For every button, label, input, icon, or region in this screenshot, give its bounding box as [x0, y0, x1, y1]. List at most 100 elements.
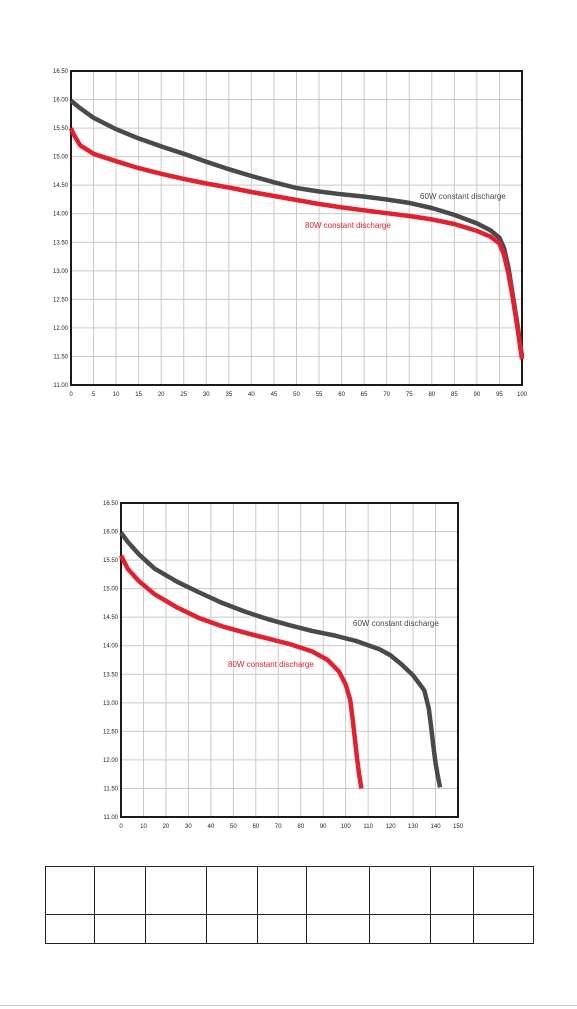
x-tick-label: 55: [316, 392, 323, 398]
y-tick-label: 14.50: [53, 183, 69, 189]
series-label-60w: 60W constant discharge: [420, 192, 506, 201]
y-tick-label: 11.00: [103, 815, 118, 821]
table-cell: [369, 866, 431, 915]
y-tick-label: 15.00: [103, 587, 119, 593]
y-tick-label: 13.50: [53, 240, 69, 246]
x-axis-tick-labels: 0 10 20 30 40 50 60 70 80 90 100 110 120 130 140 150: [119, 824, 463, 830]
x-tick-label: 60: [252, 824, 259, 830]
series-label-60w: 60W constant discharge: [353, 619, 439, 628]
chart-2: 11.00 11.50 12.00 12.50 13.00 13.50 14.00 14.50…: [103, 501, 464, 830]
x-tick-label: 150: [453, 824, 464, 830]
y-tick-label: 13.50: [103, 672, 119, 678]
bottom-divider: [0, 1005, 577, 1006]
x-tick-label: 70: [275, 824, 282, 830]
x-tick-label: 80: [428, 392, 435, 398]
x-axis-tick-labels: 0 5 10 15 20 25 30 35 40 45 50 55 60 65 70 75 80 85 90 95 10…: [69, 392, 527, 398]
x-tick-label: 100: [341, 824, 352, 830]
table-cell: [45, 913, 95, 945]
table-cell: [306, 866, 370, 915]
x-tick-label: 10: [113, 392, 120, 398]
x-tick-label: 95: [496, 392, 503, 398]
table-cell: [257, 913, 307, 945]
x-tick-label: 70: [383, 392, 390, 398]
y-tick-label: 15.50: [103, 558, 119, 564]
x-tick-label: 120: [386, 824, 397, 830]
table-cell: [473, 913, 534, 945]
x-tick-label: 90: [474, 392, 481, 398]
y-tick-label: 13.00: [103, 701, 119, 707]
x-tick-label: 35: [226, 392, 233, 398]
table-cell: [206, 913, 258, 945]
x-tick-label: 100: [517, 392, 528, 398]
y-tick-label: 15.00: [53, 155, 69, 161]
table-cell: [45, 866, 95, 915]
plot-frame: [120, 502, 459, 818]
x-tick-label: 90: [320, 824, 327, 830]
y-tick-label: 14.00: [103, 644, 119, 650]
y-tick-label: 13.00: [53, 269, 69, 275]
x-tick-label: 50: [293, 392, 300, 398]
table-cell: [306, 913, 370, 945]
y-tick-label: 15.50: [53, 126, 69, 132]
x-tick-label: 85: [451, 392, 458, 398]
y-tick-label: 12.00: [53, 326, 69, 332]
y-tick-label: 16.00: [53, 98, 69, 104]
x-tick-label: 80: [297, 824, 304, 830]
chart-1: 11.00 11.50 12.00 12.50 13.00 13.50 14.00 14.50…: [53, 69, 528, 398]
series-label-80w: 80W constant discharge: [228, 660, 314, 669]
x-tick-label: 0: [69, 392, 73, 398]
y-tick-label: 11.50: [53, 354, 68, 360]
x-tick-label: 65: [361, 392, 368, 398]
y-axis-tick-labels: 11.00 11.50 12.00 12.50 13.00 13.50 14.00 14.50…: [53, 69, 69, 389]
table-row: [45, 913, 534, 945]
x-tick-label: 25: [180, 392, 187, 398]
x-tick-label: 30: [203, 392, 210, 398]
y-tick-label: 16.50: [53, 69, 69, 75]
x-tick-label: 40: [248, 392, 255, 398]
y-tick-label: 16.50: [103, 501, 119, 507]
table-cell: [430, 866, 474, 915]
table-cell: [430, 913, 474, 945]
x-tick-label: 20: [163, 824, 170, 830]
series-line-60w: [69, 98, 525, 357]
table-cell: [473, 866, 534, 915]
plot-frame: [70, 70, 523, 386]
table-cell: [94, 913, 146, 945]
table-cell: [145, 866, 207, 915]
y-tick-label: 16.00: [103, 530, 119, 536]
x-tick-label: 140: [431, 824, 442, 830]
x-tick-label: 30: [185, 824, 192, 830]
y-tick-label: 11.00: [53, 383, 68, 389]
x-tick-label: 60: [338, 392, 345, 398]
y-tick-label: 12.00: [103, 758, 119, 764]
series-line-80w: [118, 554, 364, 789]
empty-table: [45, 866, 534, 945]
y-tick-label: 12.50: [53, 297, 69, 303]
x-tick-label: 20: [158, 392, 165, 398]
table-cell: [94, 866, 146, 915]
x-tick-label: 10: [140, 824, 147, 830]
x-tick-label: 5: [92, 392, 96, 398]
y-axis-tick-labels: 11.00 11.50 12.00 12.50 13.00 13.50 14.00 14.50…: [103, 501, 119, 821]
x-tick-label: 0: [119, 824, 123, 830]
x-tick-label: 50: [230, 824, 237, 830]
table-cell: [206, 866, 258, 915]
gridlines: [121, 503, 458, 817]
y-tick-label: 11.50: [103, 786, 118, 792]
series-label-80w: 80W constant discharge: [305, 221, 391, 230]
table-cell: [257, 866, 307, 915]
series-line-80w: [68, 127, 525, 360]
table-cell: [369, 913, 431, 945]
x-tick-label: 15: [135, 392, 142, 398]
x-tick-label: 40: [208, 824, 215, 830]
table-cell: [145, 913, 207, 945]
x-tick-label: 110: [363, 824, 373, 830]
y-tick-label: 14.00: [53, 212, 69, 218]
series-line-60w: [119, 531, 443, 788]
y-tick-label: 12.50: [103, 729, 119, 735]
y-tick-label: 14.50: [103, 615, 119, 621]
gridlines: [71, 71, 522, 385]
x-tick-label: 45: [271, 392, 278, 398]
table-row: [45, 866, 534, 915]
x-tick-label: 130: [408, 824, 419, 830]
